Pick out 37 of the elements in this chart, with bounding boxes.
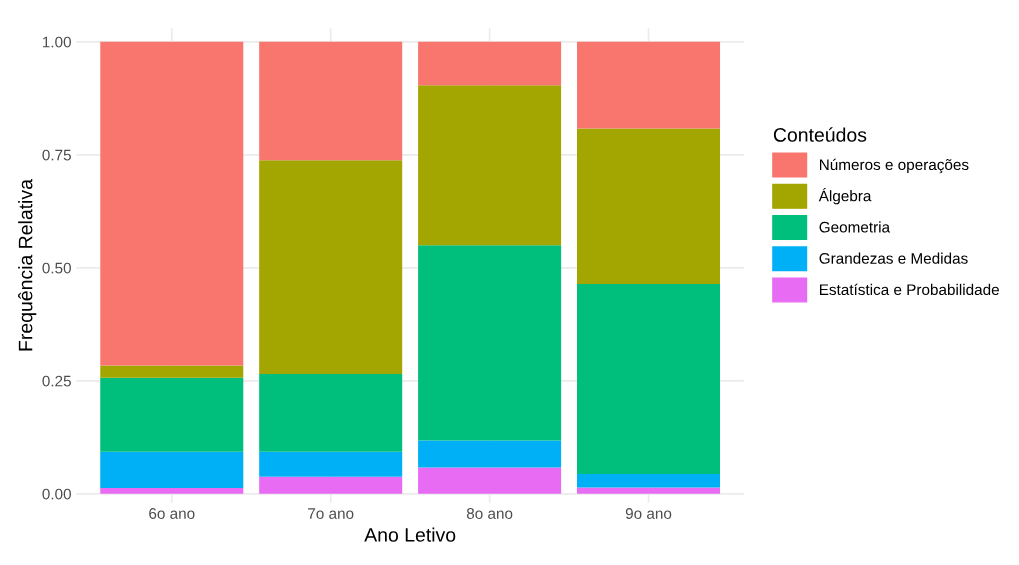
y-tick-label: 0.50	[42, 262, 71, 274]
bar	[577, 473, 721, 488]
bar	[100, 451, 244, 488]
legend-label: Grandezas e Medidas	[819, 252, 968, 264]
x-tick-label: 7o ano	[308, 508, 354, 519]
bar	[100, 487, 244, 494]
y-tick-label: 0.00	[42, 488, 71, 500]
bar	[418, 467, 562, 494]
y-tick-label: 0.75	[42, 149, 71, 161]
bar	[259, 476, 403, 494]
bar	[577, 284, 721, 474]
bar	[418, 41, 562, 86]
y-tick-label: 1.00	[43, 36, 71, 48]
bar	[259, 374, 403, 452]
y-tick-label: 0.25	[42, 375, 71, 387]
bar	[418, 440, 562, 468]
x-tick-label: 8o ano	[466, 508, 513, 519]
bar	[259, 160, 403, 375]
legend-label: Geometria	[819, 221, 891, 233]
bar	[418, 85, 562, 246]
bar	[259, 451, 403, 477]
x-tick-label: 9o ano	[625, 508, 672, 519]
bar	[100, 377, 244, 452]
y-axis-title: Frequência Relativa	[18, 179, 37, 351]
bar	[577, 128, 721, 285]
x-tick-label: 6o ano	[149, 508, 195, 519]
bar	[100, 41, 244, 366]
legend-title: Conteúdos	[773, 127, 867, 142]
legend-label: Estatística e Probabilidade	[819, 283, 999, 296]
bar	[577, 41, 721, 129]
bar	[259, 41, 403, 161]
bar	[577, 487, 721, 494]
bar	[418, 245, 562, 441]
bar	[100, 365, 244, 378]
x-axis-title: Ano Letivo	[364, 527, 456, 542]
legend-label: Números e operações	[819, 158, 969, 174]
legend-label: Álgebra	[818, 187, 872, 205]
